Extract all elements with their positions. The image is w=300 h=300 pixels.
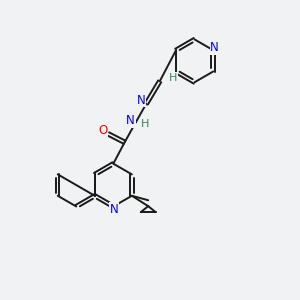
Text: N: N — [110, 203, 118, 216]
Text: N: N — [210, 41, 219, 54]
Text: N: N — [136, 94, 146, 106]
Text: O: O — [98, 124, 108, 137]
Text: H: H — [141, 119, 150, 129]
Text: H: H — [169, 73, 177, 83]
Text: N: N — [126, 114, 135, 127]
